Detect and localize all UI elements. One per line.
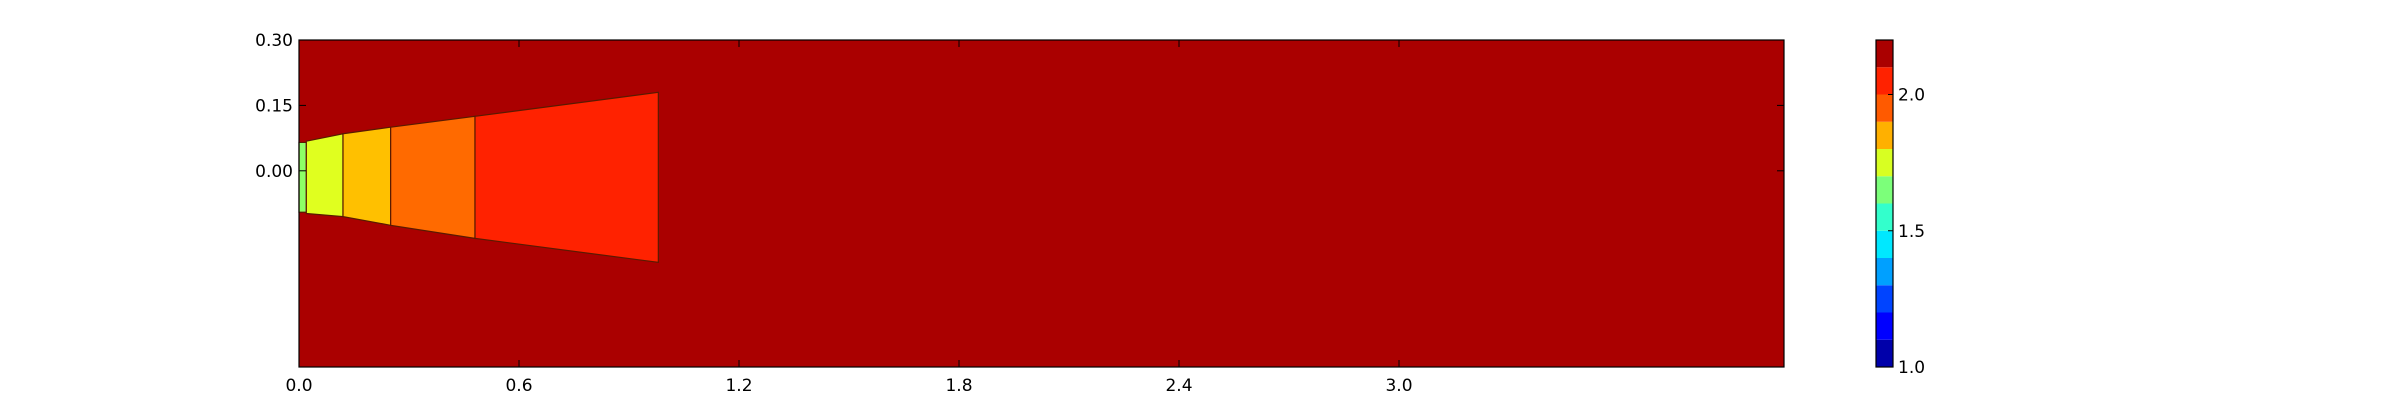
- x-tick-label-2: 1.2: [725, 376, 752, 396]
- colorbar-level-5: [1876, 203, 1893, 231]
- contour-region-2: [342, 126, 392, 227]
- colorbar-level-10: [1876, 67, 1893, 95]
- colorbar-level-1: [1876, 312, 1893, 340]
- y-tick-label-1: 0.15: [255, 96, 293, 116]
- plot-frame: [298, 39, 1785, 368]
- x-tick-label-5: 3.0: [1385, 376, 1412, 396]
- x-tick-label-3: 1.8: [945, 376, 972, 396]
- contour-regions: [298, 91, 659, 264]
- colorbar-level-2: [1876, 285, 1893, 313]
- contour-region-1: [305, 133, 344, 218]
- colorbar-level-9: [1876, 94, 1893, 122]
- x-axis: 0.0 0.6 1.2 1.8 2.4 3.0: [285, 40, 1413, 396]
- x-tick-label-1: 0.6: [505, 376, 532, 396]
- colorbar-tick-label-1: 1.5: [1898, 222, 1925, 242]
- contour-region-0: [298, 141, 307, 213]
- contour-region-3: [390, 115, 476, 240]
- colorbar-tick-label-2: 2.0: [1898, 86, 1925, 106]
- colorbar: 1.0 1.5 2.0: [1875, 39, 1925, 378]
- colorbar-level-4: [1876, 230, 1893, 258]
- y-axis: 0.30 0.15 0.00: [255, 31, 1784, 182]
- colorbar-level-11: [1876, 40, 1893, 68]
- colorbar-level-6: [1876, 176, 1893, 204]
- contour-region-4: [474, 91, 659, 264]
- colorbar-level-0: [1876, 339, 1893, 367]
- colorbar-level-3: [1876, 258, 1893, 286]
- y-tick-label-2: 0.00: [255, 162, 293, 182]
- colorbar-frame: [1875, 39, 1894, 368]
- colorbar-level-8: [1876, 121, 1893, 149]
- colorbar-level-7: [1876, 149, 1893, 177]
- x-tick-label-0: 0.0: [285, 376, 312, 396]
- y-tick-label-0: 0.30: [255, 31, 293, 51]
- x-tick-label-4: 2.4: [1165, 376, 1192, 396]
- colorbar-tick-label-0: 1.0: [1898, 358, 1925, 378]
